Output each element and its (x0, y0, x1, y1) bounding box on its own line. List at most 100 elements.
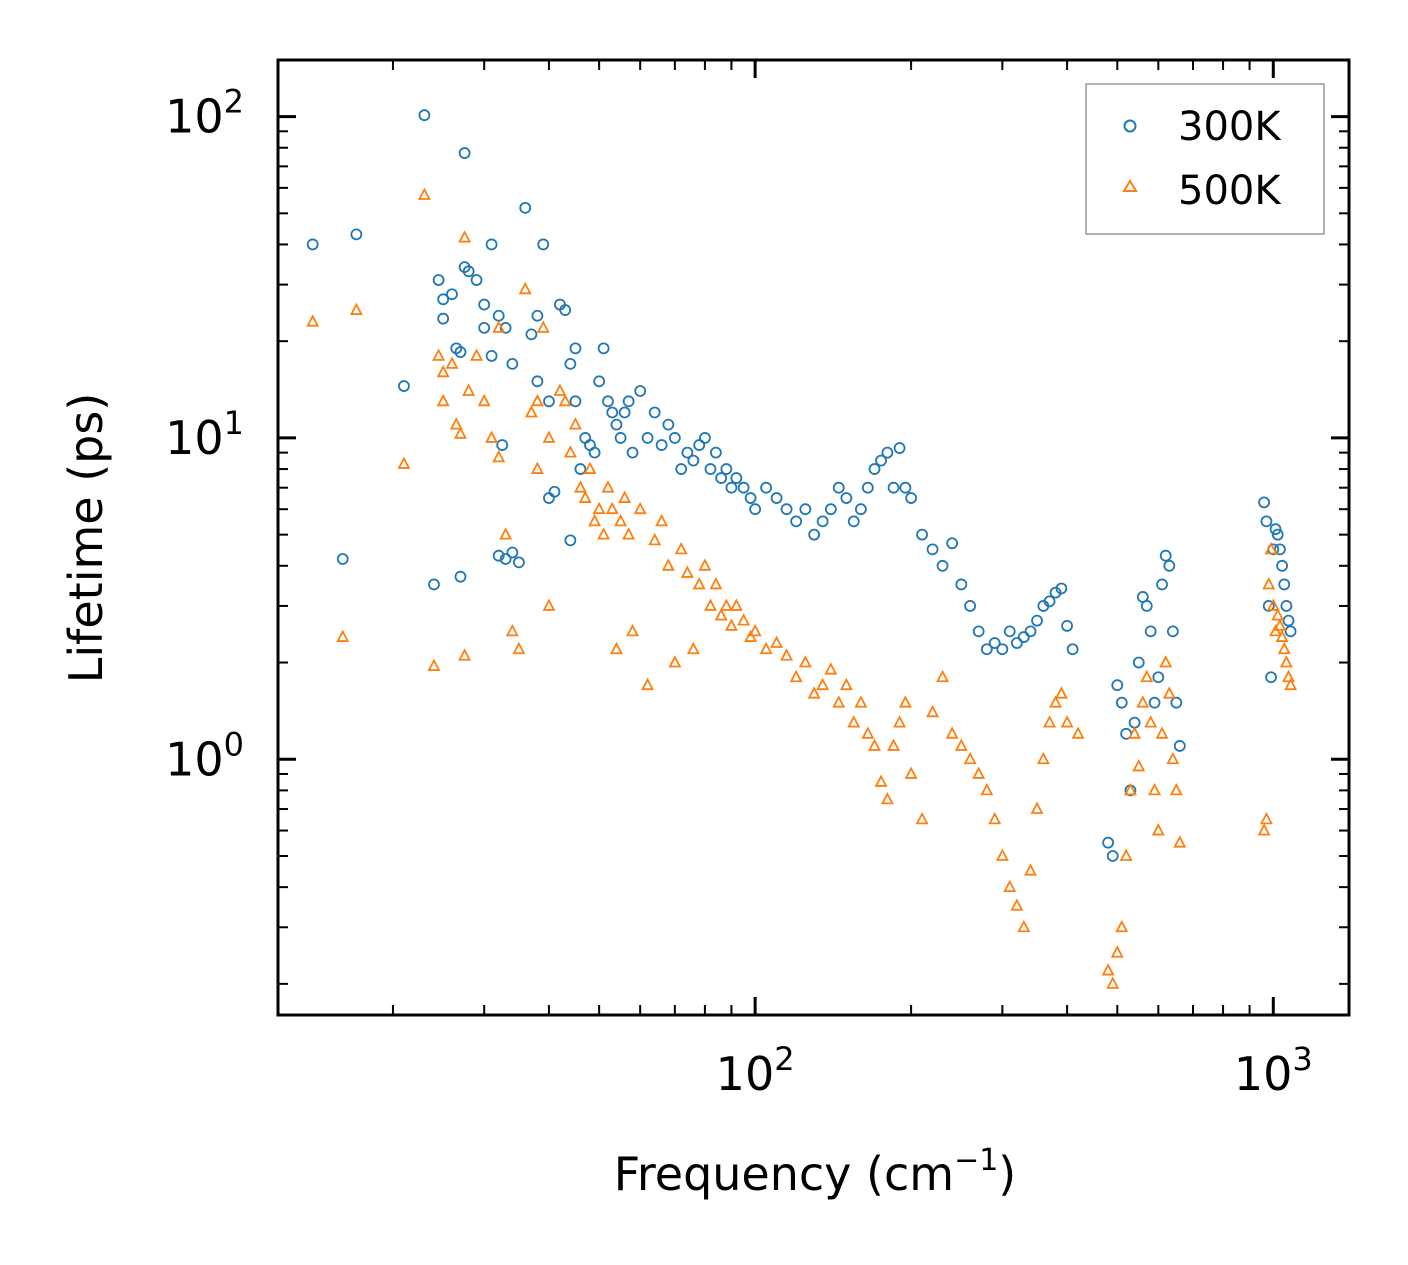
x-tick-label: 103 (1234, 1040, 1313, 1101)
point-500k (915, 811, 929, 825)
point-500k (744, 629, 758, 642)
point-300k (569, 395, 582, 408)
point-300k (1156, 578, 1168, 591)
point-500k (1271, 608, 1285, 621)
point-500k (477, 393, 491, 407)
point-500k (505, 623, 519, 637)
point-500k (729, 598, 743, 611)
point-300k (618, 406, 631, 419)
point-500k (1030, 801, 1044, 814)
point-500k (1043, 715, 1057, 728)
point-500k (518, 281, 532, 295)
point-300k (1066, 643, 1079, 656)
point-300k (1260, 515, 1273, 528)
point-500k (1259, 811, 1273, 825)
point-300k (1166, 625, 1179, 638)
point-500k (1173, 835, 1187, 848)
point-500k (714, 608, 728, 621)
point-300k (808, 528, 821, 541)
point-300k (1010, 637, 1023, 649)
point-300k (506, 357, 519, 370)
point-500k (789, 669, 803, 683)
point-500k (542, 430, 556, 443)
point-300k (454, 346, 467, 358)
point-300k (699, 432, 711, 444)
point-500k (770, 635, 784, 648)
point-300k (720, 463, 733, 475)
point-300k (780, 503, 793, 516)
legend-box (1085, 83, 1325, 235)
point-500k (847, 715, 861, 728)
point-300k (648, 406, 661, 419)
point-500k (462, 383, 476, 396)
point-300k (610, 418, 623, 431)
y-axis-label: Lifetime (ps) (59, 393, 113, 684)
point-500k (449, 417, 463, 430)
point-500k (1159, 655, 1173, 668)
point-300k (1159, 549, 1172, 562)
point-300k (1102, 836, 1115, 849)
point-300k (1132, 656, 1145, 669)
point-500k (542, 598, 556, 611)
point-500k (553, 383, 567, 396)
point-500k (349, 302, 363, 315)
point-300k (916, 528, 928, 541)
point-300k (1148, 696, 1161, 709)
point-500k (592, 501, 606, 515)
point-500k (1024, 863, 1038, 876)
point-300k (485, 238, 498, 251)
point-500k (1123, 782, 1137, 796)
point-500k (680, 565, 694, 578)
point-300k (693, 439, 706, 451)
point-500k (1169, 782, 1183, 796)
point-300k (887, 481, 900, 494)
point-500k (661, 558, 675, 571)
point-300k (1140, 600, 1153, 612)
point-500k (839, 677, 853, 691)
point-300k (428, 578, 440, 591)
point-300k (737, 481, 750, 494)
point-500k (1140, 669, 1154, 683)
point-500k (1277, 641, 1291, 655)
point-500k (945, 726, 959, 739)
point-500k (417, 187, 431, 200)
point-300k (485, 349, 498, 362)
point-500k (306, 314, 320, 327)
point-500k (703, 598, 717, 611)
point-300k (1262, 600, 1275, 612)
point-500k (995, 848, 1009, 861)
point-300k (816, 515, 829, 528)
point-500k (1148, 782, 1162, 796)
point-500k (1054, 686, 1068, 699)
point-300k (744, 492, 757, 504)
point-500k (1003, 879, 1017, 893)
point-300k (496, 439, 509, 451)
point-500k (798, 655, 812, 668)
point-300k (1265, 671, 1277, 684)
point-300k (626, 446, 639, 459)
point-300k (655, 439, 668, 451)
point-300k (996, 643, 1009, 656)
point-300k (847, 515, 860, 528)
legend: 300K 500K (1085, 83, 1325, 235)
point-300k (972, 625, 985, 638)
point-300k (559, 304, 572, 316)
point-500k (1119, 848, 1133, 861)
point-500k (780, 648, 794, 661)
plot-frame (276, 58, 1351, 1017)
point-300k (832, 481, 845, 494)
point-500k (874, 774, 888, 787)
point-300k (905, 492, 918, 504)
point-500k (536, 320, 550, 333)
point-300k (1258, 496, 1270, 509)
point-300k (1017, 631, 1030, 643)
point-300k (1271, 528, 1284, 541)
point-500k (893, 715, 907, 728)
point-500k (453, 426, 467, 439)
point-300k (525, 328, 538, 341)
point-300k (543, 395, 555, 408)
point-500k (936, 669, 950, 683)
point-500k (641, 677, 655, 691)
point-300k (1276, 559, 1289, 572)
